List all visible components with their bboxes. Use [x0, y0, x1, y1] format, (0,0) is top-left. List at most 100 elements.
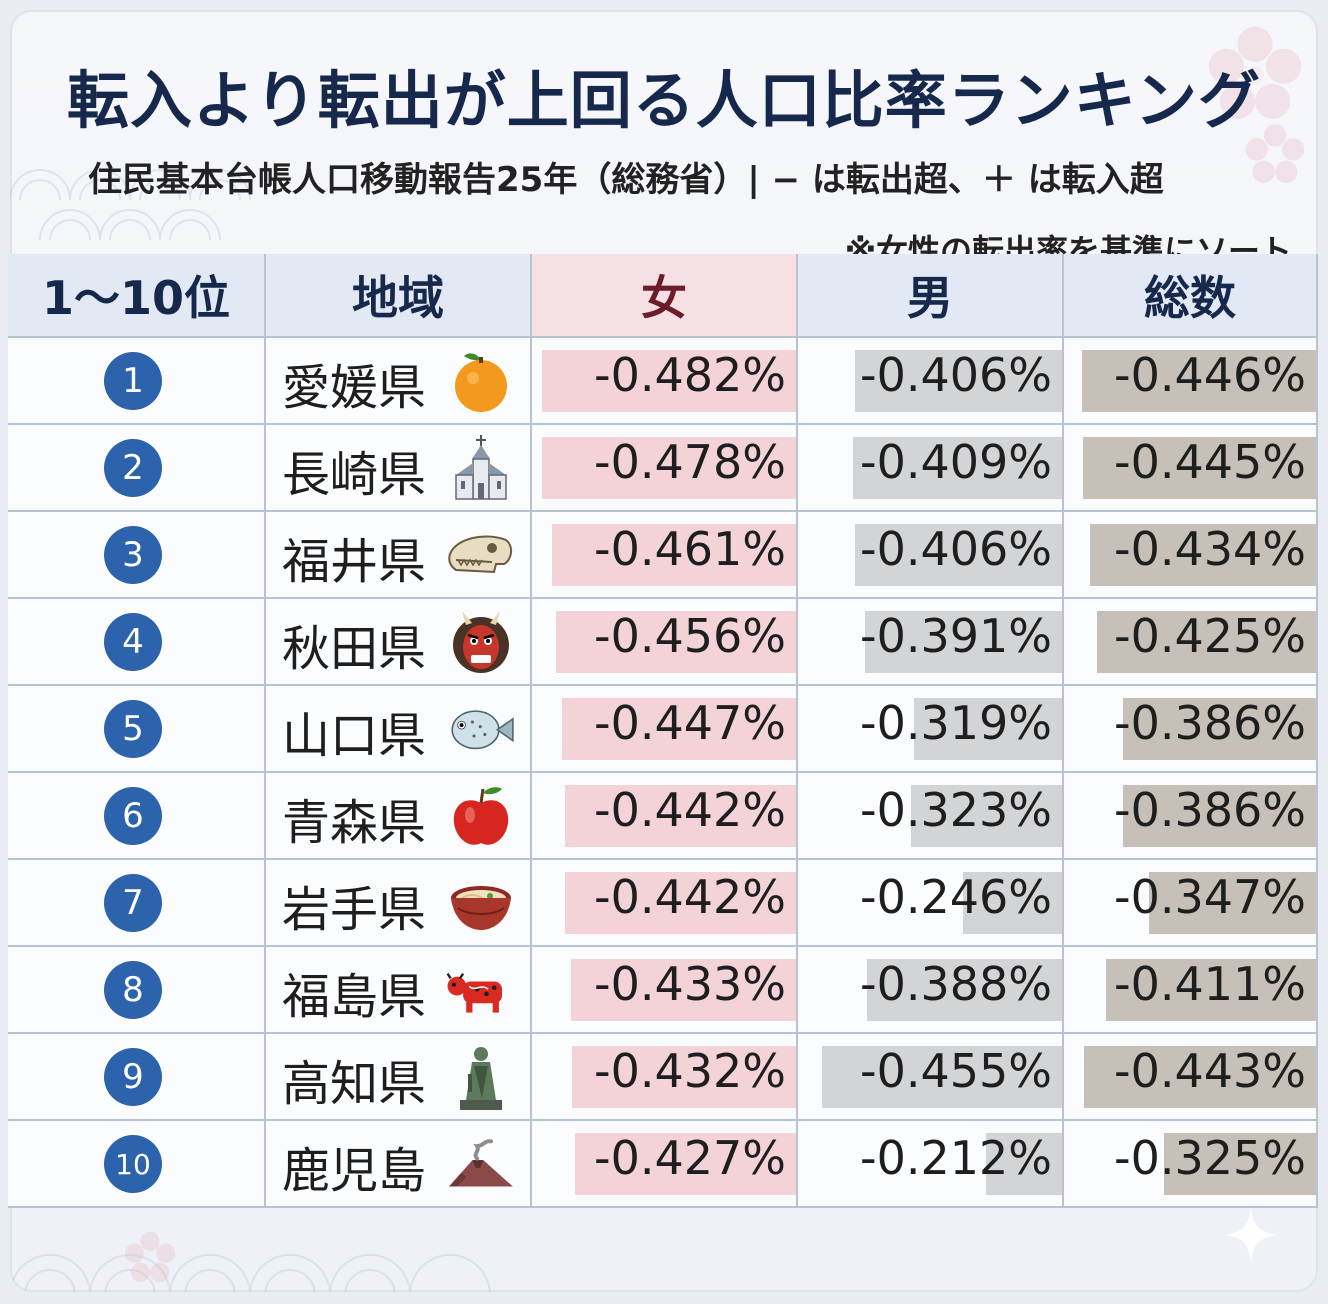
male-value: -0.406% — [860, 522, 1052, 576]
region-name: 鹿児島 — [282, 1143, 427, 1199]
rank-badge: 2 — [104, 439, 162, 497]
region-cell: 鹿児島 — [266, 1121, 532, 1206]
region-name: 山口県 — [282, 708, 427, 764]
total-cell: -0.434% — [1064, 512, 1318, 597]
male-bar — [914, 698, 1062, 760]
table-row: 2 長崎県 -0.478% -0.409% -0.445% — [8, 425, 1318, 512]
male-bar — [963, 872, 1062, 934]
male-cell: -0.455% — [798, 1034, 1064, 1119]
seigaiha-wave-pattern-icon — [10, 1254, 491, 1292]
male-bar — [911, 785, 1062, 847]
church-icon — [446, 433, 516, 503]
total-cell: -0.445% — [1064, 425, 1318, 510]
female-bar — [565, 872, 796, 934]
rank-badge: 1 — [104, 352, 162, 410]
total-bar — [1097, 611, 1316, 673]
female-value: -0.432% — [594, 1044, 786, 1098]
female-value: -0.442% — [594, 870, 786, 924]
rank-cell: 6 — [8, 773, 266, 858]
volcano-icon — [446, 1129, 516, 1199]
male-cell: -0.391% — [798, 599, 1064, 684]
female-cell: -0.427% — [532, 1121, 798, 1206]
male-cell: -0.323% — [798, 773, 1064, 858]
region-cell: 高知県 — [266, 1034, 532, 1119]
region-name: 秋田県 — [282, 621, 427, 677]
rank-cell: 8 — [8, 947, 266, 1032]
sakura-flower-icon — [124, 1231, 176, 1282]
female-value: -0.442% — [594, 783, 786, 837]
rank-cell: 5 — [8, 686, 266, 771]
male-value: -0.455% — [860, 1044, 1052, 1098]
region-name: 愛媛県 — [282, 360, 427, 416]
rank-badge: 9 — [104, 1048, 162, 1106]
region-name: 岩手県 — [282, 882, 427, 938]
region-name: 福井県 — [282, 534, 427, 590]
rank-badge: 5 — [104, 700, 162, 758]
total-cell: -0.325% — [1064, 1121, 1318, 1206]
total-value: -0.446% — [1114, 348, 1306, 402]
rank-badge: 10 — [104, 1135, 162, 1193]
rank-cell: 2 — [8, 425, 266, 510]
rank-cell: 1 — [8, 338, 266, 423]
total-cell: -0.386% — [1064, 773, 1318, 858]
total-cell: -0.386% — [1064, 686, 1318, 771]
ranking-table: 1〜10位 地域 女 男 総数 1 愛媛県 -0.482% -0.406% -0.446… — [8, 254, 1318, 1208]
male-value: -0.391% — [860, 609, 1052, 663]
male-value: -0.388% — [860, 957, 1052, 1011]
region-cell: 山口県 — [266, 686, 532, 771]
male-value: -0.323% — [860, 783, 1052, 837]
akabeko-cow-icon — [446, 955, 516, 1025]
table-row: 1 愛媛県 -0.482% -0.406% -0.446% — [8, 338, 1318, 425]
total-cell: -0.446% — [1064, 338, 1318, 423]
female-cell: -0.482% — [532, 338, 798, 423]
female-bar — [575, 1133, 796, 1195]
female-bar — [556, 611, 796, 673]
male-bar — [855, 350, 1062, 412]
total-cell: -0.443% — [1064, 1034, 1318, 1119]
region-cell: 岩手県 — [266, 860, 532, 945]
male-bar — [822, 1046, 1062, 1108]
namahage-mask-icon — [446, 607, 516, 677]
total-cell: -0.347% — [1064, 860, 1318, 945]
female-bar — [542, 350, 796, 412]
rank-cell: 7 — [8, 860, 266, 945]
sakura-flower-icon — [1245, 124, 1305, 183]
mandarin-orange-icon — [446, 346, 516, 416]
female-cell: -0.478% — [532, 425, 798, 510]
region-name: 福島県 — [282, 969, 427, 1025]
female-cell: -0.442% — [532, 860, 798, 945]
female-bar — [572, 1046, 796, 1108]
female-bar — [542, 437, 796, 499]
header-region: 地域 — [266, 254, 532, 338]
page-title: 転入より転出が上回る人口比率ランキング — [67, 64, 1261, 137]
total-value: -0.347% — [1114, 870, 1306, 924]
male-cell: -0.212% — [798, 1121, 1064, 1206]
female-cell: -0.433% — [532, 947, 798, 1032]
male-value: -0.212% — [860, 1131, 1052, 1185]
table-row: 3 福井県 -0.461% -0.406% -0.434% — [8, 512, 1318, 599]
male-cell: -0.406% — [798, 512, 1064, 597]
rank-badge: 8 — [104, 961, 162, 1019]
apple-icon — [446, 781, 516, 851]
female-value: -0.433% — [594, 957, 786, 1011]
total-value: -0.445% — [1114, 435, 1306, 489]
female-cell: -0.447% — [532, 686, 798, 771]
female-value: -0.427% — [594, 1131, 786, 1185]
dinosaur-skull-icon — [446, 520, 516, 590]
total-bar — [1084, 1046, 1316, 1108]
male-cell: -0.388% — [798, 947, 1064, 1032]
rank-badge: 7 — [104, 874, 162, 932]
female-bar — [571, 959, 796, 1021]
total-bar — [1083, 437, 1316, 499]
table-row: 5 山口県 -0.447% -0.319% -0.386% — [8, 686, 1318, 773]
male-value: -0.319% — [860, 696, 1052, 750]
female-value: -0.461% — [594, 522, 786, 576]
region-name: 高知県 — [282, 1056, 427, 1112]
total-value: -0.443% — [1114, 1044, 1306, 1098]
rank-cell: 4 — [8, 599, 266, 684]
female-value: -0.482% — [594, 348, 786, 402]
female-cell: -0.456% — [532, 599, 798, 684]
female-value: -0.456% — [594, 609, 786, 663]
male-cell: -0.319% — [798, 686, 1064, 771]
female-bar — [565, 785, 796, 847]
